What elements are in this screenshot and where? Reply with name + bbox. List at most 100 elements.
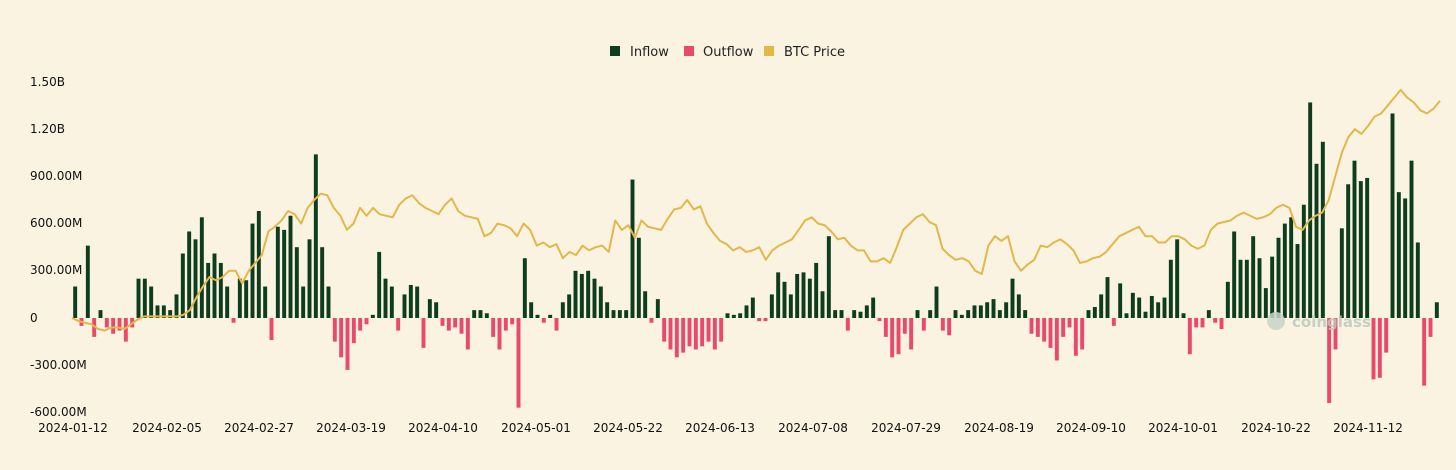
outflow-bar[interactable] (890, 318, 895, 358)
outflow-bar[interactable] (339, 318, 344, 358)
inflow-bar[interactable] (801, 272, 806, 318)
outflow-bar[interactable] (1042, 318, 1047, 342)
outflow-bar[interactable] (1428, 318, 1433, 337)
outflow-bar[interactable] (541, 318, 546, 323)
inflow-bar[interactable] (655, 299, 660, 318)
inflow-bar[interactable] (985, 302, 990, 318)
inflow-bar[interactable] (199, 217, 204, 318)
inflow-bar[interactable] (161, 305, 166, 318)
inflow-bar[interactable] (915, 310, 920, 318)
inflow-bar[interactable] (1118, 283, 1123, 318)
inflow-bar[interactable] (1004, 302, 1009, 318)
inflow-bar[interactable] (1263, 288, 1268, 318)
inflow-bar[interactable] (1308, 102, 1313, 318)
outflow-bar[interactable] (446, 318, 451, 331)
inflow-bar[interactable] (1149, 295, 1154, 318)
inflow-bar[interactable] (560, 302, 565, 318)
inflow-bar[interactable] (1086, 310, 1091, 318)
outflow-bar[interactable] (554, 318, 559, 331)
outflow-bar[interactable] (459, 318, 464, 334)
outflow-bar[interactable] (1384, 318, 1389, 353)
outflow-bar[interactable] (1333, 318, 1338, 350)
inflow-bar[interactable] (1137, 297, 1142, 318)
inflow-bar[interactable] (1156, 302, 1161, 318)
inflow-bar[interactable] (427, 299, 432, 318)
inflow-bar[interactable] (1206, 310, 1211, 318)
inflow-bar[interactable] (636, 237, 641, 318)
inflow-bar[interactable] (776, 272, 781, 318)
inflow-bar[interactable] (744, 305, 749, 318)
inflow-bar[interactable] (1301, 204, 1306, 318)
inflow-bar[interactable] (1282, 223, 1287, 318)
inflow-bar[interactable] (852, 310, 857, 318)
inflow-bar[interactable] (1434, 302, 1439, 318)
outflow-bar[interactable] (269, 318, 274, 341)
legend-item-btc-price[interactable]: BTC Price (764, 45, 845, 60)
inflow-bar[interactable] (934, 286, 939, 318)
inflow-bar[interactable] (953, 310, 958, 318)
inflow-bar[interactable] (244, 280, 249, 318)
inflow-bar[interactable] (814, 262, 819, 318)
inflow-bar[interactable] (1124, 313, 1129, 318)
outflow-bar[interactable] (700, 318, 705, 347)
inflow-bar[interactable] (1251, 236, 1256, 318)
inflow-bar[interactable] (522, 258, 527, 318)
outflow-bar[interactable] (440, 318, 445, 326)
inflow-bar[interactable] (826, 236, 831, 318)
inflow-bar[interactable] (1352, 160, 1357, 318)
inflow-bar[interactable] (149, 286, 154, 318)
outflow-bar[interactable] (1061, 318, 1066, 337)
inflow-bar[interactable] (1415, 242, 1420, 318)
inflow-bar[interactable] (383, 278, 388, 318)
outflow-bar[interactable] (877, 318, 882, 322)
inflow-bar[interactable] (237, 278, 242, 318)
inflow-bar[interactable] (307, 239, 312, 318)
inflow-bar[interactable] (617, 310, 622, 318)
inflow-bar[interactable] (928, 310, 933, 318)
inflow-bar[interactable] (1023, 310, 1028, 318)
outflow-bar[interactable] (1219, 318, 1224, 330)
outflow-bar[interactable] (111, 318, 116, 334)
outflow-bar[interactable] (719, 318, 724, 342)
inflow-bar[interactable] (991, 299, 996, 318)
outflow-bar[interactable] (693, 318, 698, 350)
outflow-bar[interactable] (909, 318, 914, 350)
inflow-bar[interactable] (1238, 259, 1243, 318)
outflow-bar[interactable] (1213, 318, 1218, 323)
inflow-bar[interactable] (1358, 181, 1363, 318)
outflow-bar[interactable] (1377, 318, 1382, 378)
inflow-bar[interactable] (256, 211, 261, 318)
inflow-bar[interactable] (180, 253, 185, 318)
inflow-bar[interactable] (174, 294, 179, 318)
outflow-bar[interactable] (687, 318, 692, 347)
legend-item-inflow[interactable]: Inflow (610, 45, 669, 60)
inflow-bar[interactable] (978, 305, 983, 318)
inflow-bar[interactable] (1365, 177, 1370, 318)
inflow-bar[interactable] (415, 286, 420, 318)
inflow-bar[interactable] (402, 294, 407, 318)
inflow-bar[interactable] (484, 313, 489, 318)
inflow-bar[interactable] (725, 313, 730, 318)
inflow-bar[interactable] (1244, 259, 1249, 318)
inflow-bar[interactable] (1314, 163, 1319, 318)
inflow-bar[interactable] (98, 310, 103, 318)
inflow-bar[interactable] (1409, 160, 1414, 318)
inflow-bar[interactable] (478, 310, 483, 318)
inflow-bar[interactable] (1099, 294, 1104, 318)
inflow-bar[interactable] (377, 251, 382, 318)
outflow-bar[interactable] (1035, 318, 1040, 337)
inflow-bar[interactable] (782, 281, 787, 318)
outflow-bar[interactable] (345, 318, 350, 370)
inflow-bar[interactable] (738, 313, 743, 318)
inflow-bar[interactable] (218, 262, 223, 318)
outflow-bar[interactable] (1073, 318, 1078, 356)
inflow-bar[interactable] (839, 310, 844, 318)
inflow-bar[interactable] (282, 229, 287, 318)
outflow-bar[interactable] (465, 318, 470, 350)
inflow-bar[interactable] (1225, 281, 1230, 318)
outflow-bar[interactable] (921, 318, 926, 331)
inflow-bar[interactable] (1175, 239, 1180, 318)
inflow-bar[interactable] (1270, 256, 1275, 318)
outflow-bar[interactable] (681, 318, 686, 353)
outflow-bar[interactable] (1029, 318, 1034, 334)
